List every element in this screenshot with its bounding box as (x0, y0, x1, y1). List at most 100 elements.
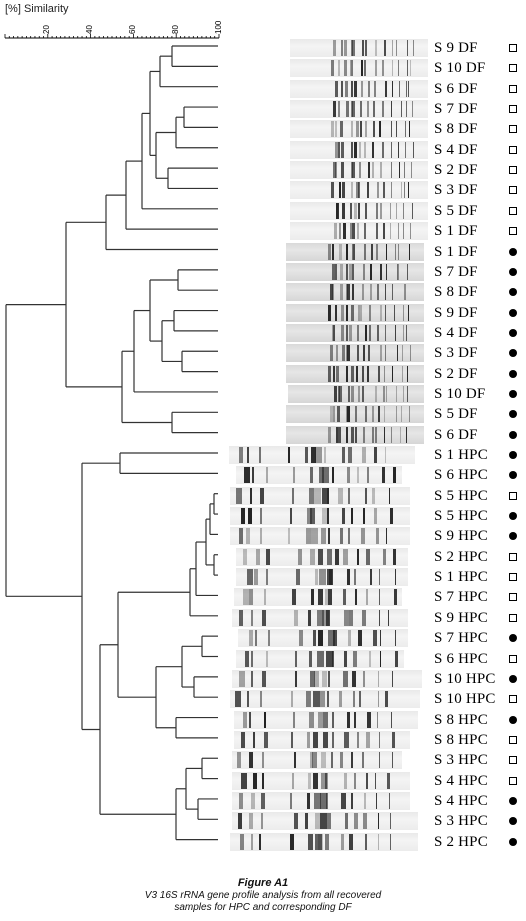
sample-label: S 8 DF (434, 121, 478, 138)
gel-band (346, 324, 348, 341)
gel-lane (232, 608, 408, 627)
gel-band (288, 528, 290, 545)
gel-band (410, 223, 411, 240)
gel-band (313, 772, 318, 789)
square-icon (509, 552, 517, 561)
gel-band (266, 467, 268, 484)
filled-circle-marker (508, 303, 518, 323)
square-icon (509, 573, 517, 582)
gel-band (364, 243, 366, 260)
gel-band (403, 304, 404, 321)
gel-band (260, 487, 264, 504)
gel-band (351, 752, 353, 769)
gel-band (336, 426, 338, 443)
gel-band (239, 792, 243, 809)
gel-band (312, 752, 317, 769)
gel-lane (236, 568, 408, 587)
scale-tick-label: 100 (214, 20, 223, 34)
gel-band (373, 121, 375, 138)
gel-band (362, 40, 364, 56)
gel-band (398, 263, 399, 280)
gel-band (407, 263, 408, 280)
sample-row: S 8 HPC (0, 710, 526, 730)
gel-band (241, 772, 247, 789)
gel-band (347, 711, 350, 728)
sample-row: S 6 DF (0, 425, 526, 445)
gel-lane (286, 323, 424, 342)
sample-label: S 4 DF (434, 324, 478, 341)
gel-band (406, 80, 407, 97)
sample-label: S 9 HPC (434, 609, 488, 626)
sample-row: S 10 HPC (0, 669, 526, 689)
gel-band (343, 548, 348, 565)
gel-band (344, 650, 347, 667)
gel-band (334, 385, 337, 402)
gel-band (378, 670, 379, 687)
gel-band (363, 263, 365, 280)
gel-band (352, 670, 356, 687)
gel-band (323, 731, 328, 748)
gel-lane (286, 364, 424, 383)
sample-row: S 1 HPC (0, 567, 526, 587)
gel-band (363, 813, 367, 830)
filled-circle-marker (508, 364, 518, 384)
sample-label: S 10 DF (434, 385, 486, 402)
gel-band (364, 792, 366, 809)
circle-icon (509, 837, 517, 846)
gel-band (290, 508, 292, 525)
gel-band (251, 792, 255, 809)
gel-band (341, 792, 346, 809)
gel-band (392, 284, 393, 301)
gel-band (406, 426, 407, 443)
sample-row: S 2 DF (0, 364, 526, 384)
gel-band (361, 528, 365, 545)
gel-band (380, 202, 382, 219)
gel-band (362, 609, 366, 626)
sample-row: S 5 DF (0, 404, 526, 424)
gel-band (340, 752, 343, 769)
square-icon (509, 735, 517, 744)
gel-band (328, 528, 330, 545)
gel-band (410, 345, 411, 362)
sample-row: S 2 HPC (0, 547, 526, 567)
gel-band (341, 304, 344, 321)
gel-band (260, 508, 262, 525)
gel-band (383, 548, 386, 565)
circle-icon (509, 817, 517, 826)
gel-band (351, 508, 353, 525)
gel-band (251, 670, 253, 687)
sample-label: S 4 HPC (434, 792, 488, 809)
gel-band (376, 243, 378, 260)
sample-row: S 7 DF (0, 99, 526, 119)
gel-band (358, 202, 360, 219)
gel-band (328, 304, 331, 321)
square-icon (509, 64, 517, 73)
gel-band (311, 447, 316, 463)
gel-band (347, 284, 350, 301)
gel-band (370, 569, 372, 586)
gel-band (339, 385, 342, 402)
filled-circle-marker (508, 343, 518, 363)
gel-band (251, 650, 253, 667)
gel-band (343, 670, 348, 687)
gel-lane (230, 832, 418, 851)
filled-circle-marker (508, 669, 518, 689)
gel-band (310, 548, 315, 565)
gel-band (321, 772, 328, 789)
gel-band (330, 284, 333, 301)
gel-band (307, 508, 312, 525)
circle-icon (509, 389, 517, 398)
gel-band (377, 324, 379, 341)
gel-band (318, 711, 323, 728)
gel-band (241, 731, 245, 748)
sample-label: S 3 HPC (434, 752, 488, 769)
gel-band (332, 650, 334, 667)
gel-lane (236, 547, 408, 566)
gel-band (365, 202, 367, 219)
gel-lane (230, 527, 410, 546)
gel-band (375, 60, 377, 77)
gel-band (396, 385, 397, 402)
open-square-marker (508, 221, 518, 241)
gel-band (294, 752, 296, 769)
sample-label: S 4 DF (434, 141, 478, 158)
